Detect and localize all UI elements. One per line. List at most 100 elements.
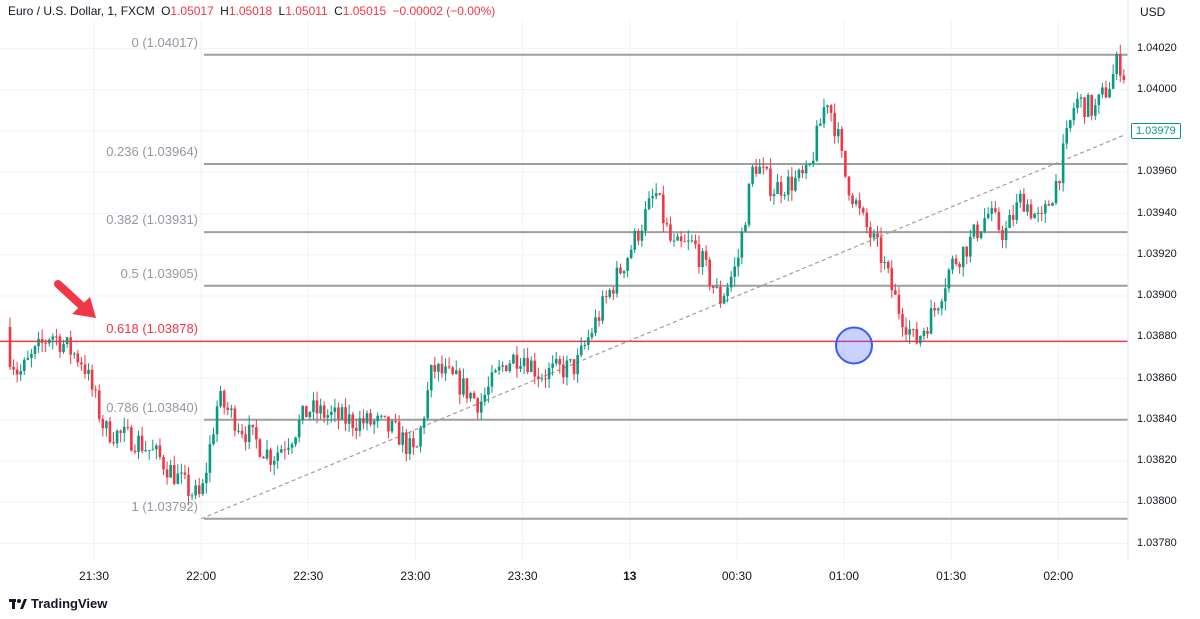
time-tick-label: 01:00 — [829, 569, 860, 583]
candle-body — [736, 257, 740, 267]
time-tick-label: 22:30 — [293, 569, 324, 583]
candle-body — [490, 372, 494, 387]
candle-body — [876, 233, 879, 238]
candle-body — [1076, 98, 1079, 108]
candle-body — [269, 449, 272, 465]
candle-body — [312, 400, 315, 413]
candle-body — [540, 378, 544, 380]
tradingview-logo-icon — [9, 598, 27, 609]
candle-body — [936, 308, 940, 311]
candle-body — [240, 430, 244, 435]
candle-body — [904, 327, 908, 335]
candle-body — [297, 420, 301, 438]
fib-label-0.382: 0.382 (1.03931) — [106, 212, 198, 228]
candle-body — [197, 485, 201, 494]
candle-body — [722, 295, 726, 304]
candle-body — [504, 365, 508, 371]
candle-body — [394, 420, 397, 422]
candle-body — [965, 246, 969, 257]
close-value: 1.05015 — [342, 4, 387, 18]
fib-label-0.786: 0.786 (1.03840) — [106, 399, 198, 415]
candle-body — [87, 369, 90, 374]
candle-body — [758, 166, 761, 174]
candle-body — [679, 236, 683, 242]
candle-body — [462, 378, 465, 395]
candle-body — [33, 346, 37, 354]
candle-body — [590, 333, 594, 338]
candle-body — [8, 326, 12, 367]
candle-body — [58, 336, 62, 352]
candle-body — [690, 240, 694, 242]
candle-body — [544, 378, 547, 380]
candle-body — [1015, 202, 1019, 220]
candle-body — [729, 276, 733, 288]
candle-body — [608, 290, 612, 297]
candle-body — [387, 416, 390, 432]
candle-body — [515, 354, 519, 369]
candle-body — [94, 389, 97, 391]
candle-body — [576, 355, 579, 375]
candle-body — [622, 270, 626, 274]
candle-body — [654, 193, 658, 197]
candle-body — [911, 329, 915, 331]
candle-body — [822, 107, 826, 124]
candle-body — [744, 224, 747, 232]
candle-body — [701, 251, 704, 268]
candle-body — [704, 251, 708, 260]
candle-body — [276, 452, 280, 461]
candle-body — [601, 296, 604, 321]
fib-label-0.618: 0.618 (1.03878) — [106, 321, 198, 337]
candle-body — [972, 224, 976, 237]
candle-body — [769, 168, 772, 197]
candle-body — [454, 370, 458, 375]
candle-body — [83, 364, 87, 374]
candle-body — [319, 405, 322, 414]
candle-body — [390, 420, 394, 432]
candle-body — [986, 213, 990, 219]
candle-body — [330, 411, 333, 416]
candle-body — [683, 241, 687, 243]
candle-body — [740, 231, 744, 258]
candle-body — [772, 194, 776, 197]
trendline[interactable] — [200, 134, 1125, 520]
candle-body — [212, 434, 215, 445]
candle-body — [1108, 88, 1111, 98]
candle-body — [994, 208, 997, 212]
price-tick-label: 1.03940 — [1137, 206, 1177, 219]
candle-body — [1061, 143, 1065, 184]
candle-body — [1040, 212, 1044, 214]
candle-body — [526, 357, 529, 372]
price-tick-label: 1.03920 — [1137, 247, 1177, 260]
candle-body — [615, 267, 619, 294]
candle-body — [733, 266, 737, 277]
candle-body — [1115, 53, 1118, 74]
candle-body — [1072, 107, 1076, 121]
candle-body — [483, 394, 487, 402]
candle-body — [651, 196, 654, 199]
tradingview-brand[interactable]: TradingView — [9, 596, 107, 611]
candle-body — [619, 267, 622, 274]
candle-body — [451, 367, 454, 375]
candle-body — [165, 469, 169, 478]
candle-body — [1097, 94, 1101, 106]
candle-body — [815, 125, 819, 161]
candle-body — [265, 449, 269, 459]
candle-body — [62, 344, 65, 352]
candle-body — [869, 227, 872, 238]
candle-body — [1111, 73, 1115, 89]
candle-body — [183, 472, 187, 475]
candle-body — [551, 363, 554, 368]
candle-body — [51, 336, 55, 340]
candle-body — [433, 365, 437, 372]
candle-body — [362, 418, 365, 424]
currency-label[interactable]: USD — [1140, 5, 1166, 19]
candle-body — [44, 342, 47, 344]
candle-body — [201, 483, 205, 494]
candle-body — [137, 435, 140, 453]
candle-body — [1065, 128, 1069, 144]
candle-body — [1122, 75, 1126, 80]
candle-body — [415, 446, 419, 448]
candle-body — [308, 412, 312, 418]
candle-body — [886, 262, 890, 269]
